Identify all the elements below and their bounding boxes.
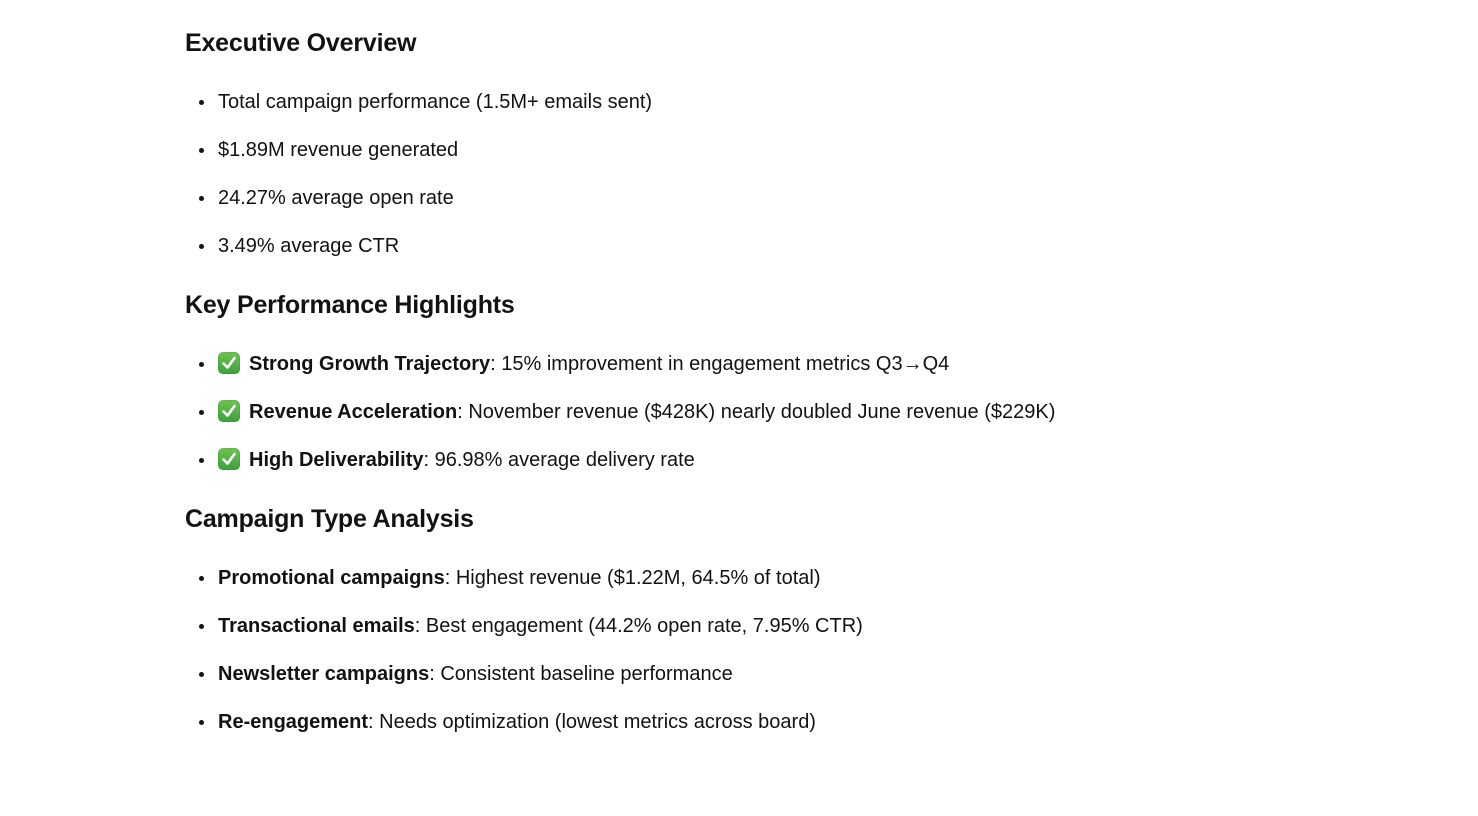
document-body: Executive Overview Total campaign perfor… xyxy=(0,0,1290,734)
list-item: $1.89M revenue generated xyxy=(216,138,1290,162)
list-item: 24.27% average open rate xyxy=(216,186,1290,210)
section-heading-campaign-type-analysis: Campaign Type Analysis xyxy=(185,505,474,533)
list-item-lead: High Deliverability xyxy=(249,449,424,471)
list-item-lead: Re-engagement xyxy=(218,711,369,733)
list-item: High Deliverability: 96.98% average deli… xyxy=(216,448,1290,472)
list-item-text: Total campaign performance (1.5M+ emails… xyxy=(218,91,653,113)
list-item-lead: Promotional campaigns xyxy=(218,567,445,589)
list-item-lead: Strong Growth Trajectory xyxy=(249,353,491,375)
section-heading-executive-overview: Executive Overview xyxy=(185,29,417,57)
list-item-text: : November revenue ($428K) nearly double… xyxy=(457,401,1056,423)
list-item-lead: Transactional emails xyxy=(218,615,415,637)
section-heading-key-performance-highlights: Key Performance Highlights xyxy=(185,291,515,319)
list-item-text: : 15% improvement in engagement metrics … xyxy=(490,353,950,375)
list-item: 3.49% average CTR xyxy=(216,234,1290,258)
list-item-lead: Revenue Acceleration xyxy=(249,401,458,423)
list-item: Promotional campaigns: Highest revenue (… xyxy=(216,566,1290,590)
list-item: Newsletter campaigns: Consistent baselin… xyxy=(216,662,1290,686)
list-item-text: : 96.98% average delivery rate xyxy=(423,449,695,471)
list-item-lead: Newsletter campaigns xyxy=(218,663,430,685)
list-item-text: : Highest revenue ($1.22M, 64.5% of tota… xyxy=(444,567,821,589)
check-mark-emoji-icon xyxy=(218,400,240,422)
list-item: Strong Growth Trajectory: 15% improvemen… xyxy=(216,352,1290,376)
check-mark-emoji-icon xyxy=(218,352,240,374)
list-item-text: 24.27% average open rate xyxy=(218,187,454,209)
list-item-text: : Needs optimization (lowest metrics acr… xyxy=(368,711,816,733)
list-item: Total campaign performance (1.5M+ emails… xyxy=(216,90,1290,114)
campaign-type-analysis-list: Promotional campaigns: Highest revenue (… xyxy=(185,566,1290,734)
list-item-text: : Best engagement (44.2% open rate, 7.95… xyxy=(414,615,863,637)
list-item-text: $1.89M revenue generated xyxy=(218,139,459,161)
list-item: Revenue Acceleration: November revenue (… xyxy=(216,400,1290,424)
key-performance-highlights-list: Strong Growth Trajectory: 15% improvemen… xyxy=(185,352,1290,472)
list-item-text: 3.49% average CTR xyxy=(218,235,400,257)
list-item-text: : Consistent baseline performance xyxy=(429,663,733,685)
executive-overview-list: Total campaign performance (1.5M+ emails… xyxy=(185,90,1290,258)
list-item: Transactional emails: Best engagement (4… xyxy=(216,614,1290,638)
list-item: Re-engagement: Needs optimization (lowes… xyxy=(216,710,1290,734)
check-mark-emoji-icon xyxy=(218,448,240,470)
